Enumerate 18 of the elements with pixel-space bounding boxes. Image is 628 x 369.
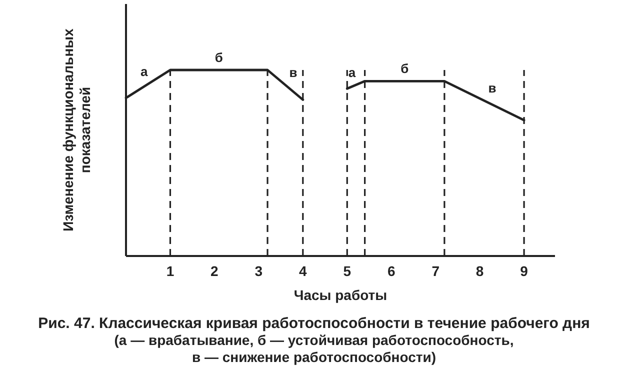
x-axis-title: Часы работы <box>294 287 388 303</box>
y-axis-title: Изменение функциональных показателей <box>60 28 93 232</box>
text: б <box>214 50 223 65</box>
x-tick-label: 3 <box>254 263 263 279</box>
annotation: а <box>348 64 356 80</box>
annotation: б <box>400 61 409 76</box>
text: Рис. 47. Классическая кривая работоспособности в течение рабочего дня (а — врабатывание, б — устойчивая работоспособность, в — снижение работоспособности) <box>38 315 590 365</box>
x-tick-label: 5 <box>343 263 352 279</box>
x-tick-label: 2 <box>210 263 219 279</box>
x-tick-label: 1 <box>166 263 174 279</box>
x-tick-label: 6 <box>387 263 396 279</box>
annotation: в <box>289 64 298 80</box>
x-tick-label: 9 <box>520 263 528 279</box>
x-tick-label: 8 <box>476 263 484 279</box>
x-tick-label: 4 <box>299 263 308 279</box>
x-tick-label: 7 <box>432 263 440 279</box>
annotation: а <box>140 64 148 79</box>
annotation: в <box>488 80 496 96</box>
